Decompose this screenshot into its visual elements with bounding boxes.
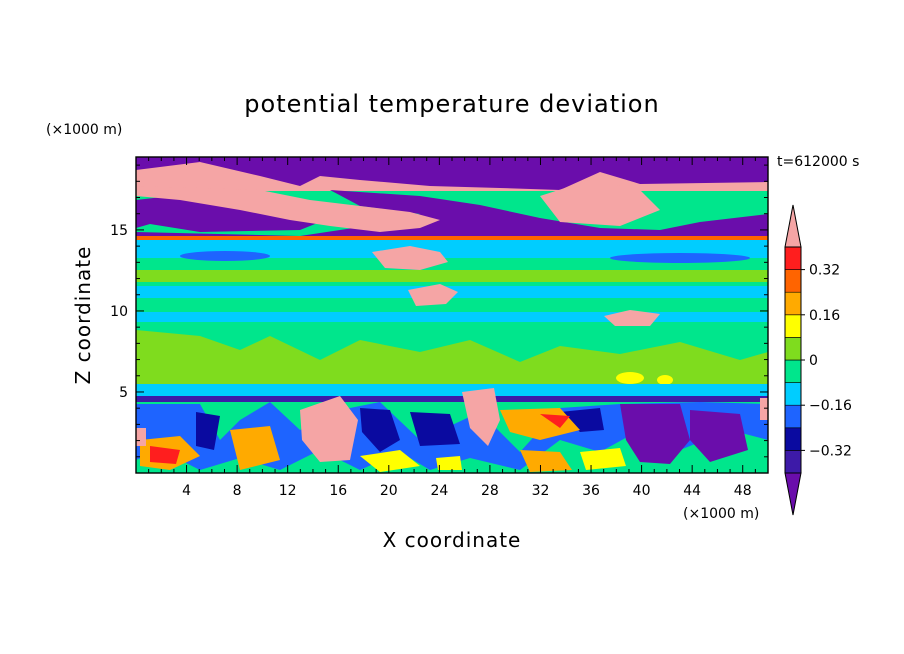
- region-purple-boundary: [620, 404, 748, 464]
- blob-blue-2: [610, 253, 750, 263]
- x-tick-label: 20: [380, 483, 398, 499]
- y-axis-label: Z coordinate: [71, 246, 95, 385]
- y-unit-label: (×1000 m): [46, 122, 122, 138]
- region-green-plumes: [136, 328, 768, 362]
- x-tick-label: 4: [182, 483, 191, 499]
- colorbar-extend-low: [784, 472, 802, 516]
- band-cyan-3: [136, 312, 768, 322]
- colorbar: 0.32 0.16 0 −0.16 −0.32: [784, 204, 852, 516]
- x-tick-label: 12: [279, 483, 297, 499]
- blob-pink-mid-2: [408, 284, 458, 306]
- blob-pink-mid-3: [604, 310, 660, 326]
- region-orange-boundary: [140, 408, 580, 472]
- x-tick-label: 40: [633, 483, 651, 499]
- colorbar-extend-high: [784, 204, 802, 248]
- region-pink-upper: [540, 180, 660, 226]
- y-tick-label: 15: [110, 223, 128, 239]
- x-tick-label: 48: [734, 483, 752, 499]
- region-pink-band: [136, 186, 440, 232]
- region-purple-top: [136, 157, 768, 190]
- x-tick-label: 36: [582, 483, 600, 499]
- colorbar-box: [784, 269, 802, 293]
- colorbar-box: [784, 450, 802, 474]
- colorbar-tick-label: 0: [809, 353, 818, 369]
- blob-yellow-2: [657, 375, 673, 385]
- x-tick-label: 24: [430, 483, 448, 499]
- colorbar-box: [784, 337, 802, 361]
- time-label: t=612000 s: [777, 154, 859, 170]
- colorbar-tick-label: 0.16: [809, 308, 840, 324]
- layer-cyan-tropopause: [136, 240, 768, 258]
- region-purple-upper: [136, 195, 320, 232]
- x-axis-label: X coordinate: [383, 528, 522, 552]
- colorbar-box: [784, 291, 802, 316]
- colorbar-tick-label: −0.16: [809, 398, 852, 414]
- colorbar-box: [784, 382, 802, 406]
- x-tick-label: 32: [532, 483, 550, 499]
- colorbar-box: [784, 404, 802, 429]
- region-yellow-boundary: [360, 448, 626, 472]
- x-tick-label: 8: [233, 483, 242, 499]
- colorbar-box: [784, 246, 802, 270]
- blob-yellow-1: [616, 372, 644, 384]
- y-tick-label: 5: [119, 385, 128, 401]
- colorbar-box: [784, 314, 802, 338]
- plot-area: [136, 157, 768, 473]
- y-axis: 5 10 15: [110, 164, 768, 458]
- x-tick-label: 16: [329, 483, 347, 499]
- band-cyan-base: [136, 384, 768, 396]
- layer-inversion: [136, 396, 768, 402]
- band-red-edge: [136, 236, 768, 240]
- y-tick-label: 10: [110, 304, 128, 320]
- blob-blue-1: [180, 251, 270, 261]
- colorbar-tick-label: −0.32: [809, 443, 852, 459]
- x-axis: 4 8 12 16 20 24 28 32 36 40 44 48: [148, 157, 756, 499]
- band-green-1: [136, 270, 768, 282]
- x-tick-label: 44: [683, 483, 701, 499]
- colorbar-box: [784, 427, 802, 451]
- chart-title: potential temperature deviation: [244, 90, 659, 118]
- blob-pink-mid-1: [372, 246, 448, 270]
- x-tick-label: 28: [481, 483, 499, 499]
- region-purple-wide: [136, 190, 768, 242]
- x-unit-label: (×1000 m): [683, 506, 759, 522]
- colorbar-box: [784, 359, 802, 383]
- colorbar-tick-label: 0.32: [809, 263, 840, 279]
